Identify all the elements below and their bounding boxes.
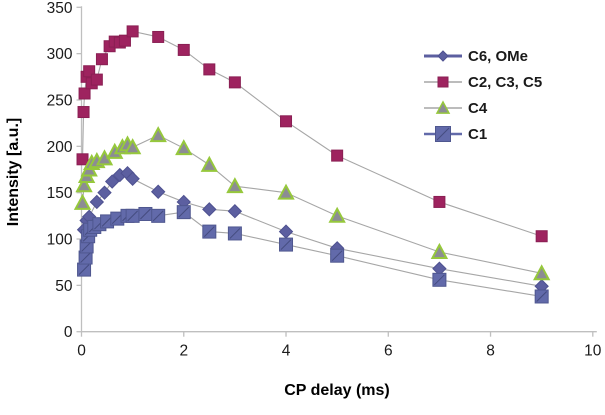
marker-slash bbox=[80, 252, 91, 263]
data-point-marker bbox=[177, 43, 190, 56]
data-point-marker bbox=[228, 76, 241, 89]
data-point-marker bbox=[95, 53, 108, 66]
data-point-marker bbox=[152, 30, 165, 43]
y-tick-label: 50 bbox=[55, 278, 73, 295]
data-point-marker bbox=[76, 153, 89, 166]
x-tick-label: 6 bbox=[384, 343, 393, 360]
x-tick-label: 10 bbox=[584, 343, 602, 360]
legend-item-c4: C4 bbox=[424, 96, 542, 120]
triangle-legend-icon bbox=[424, 100, 462, 114]
diamond-legend-icon bbox=[424, 50, 462, 62]
marker-slash bbox=[436, 127, 450, 141]
data-point-marker bbox=[150, 184, 166, 199]
series-c6-ome bbox=[76, 166, 549, 294]
marker-slash bbox=[127, 210, 138, 222]
data-point-marker bbox=[277, 183, 295, 200]
marker-slash bbox=[229, 228, 241, 239]
data-point-marker bbox=[203, 63, 216, 76]
legend-label: C1 bbox=[468, 125, 488, 143]
x-tick-label: 0 bbox=[77, 343, 86, 360]
square-legend-icon bbox=[424, 76, 462, 88]
x-axis-title: CP delay (ms) bbox=[284, 382, 390, 399]
data-point-marker bbox=[125, 171, 140, 186]
data-point-marker bbox=[433, 195, 446, 208]
series-c4 bbox=[73, 126, 551, 281]
data-point-marker bbox=[435, 100, 451, 114]
y-tick-label: 0 bbox=[64, 324, 73, 341]
data-point-marker bbox=[535, 230, 548, 243]
series-line-c1 bbox=[83, 211, 542, 298]
data-point-marker bbox=[227, 204, 243, 219]
data-point-marker bbox=[202, 202, 217, 217]
data-point-marker bbox=[123, 138, 142, 155]
data-point-marker bbox=[90, 73, 103, 86]
marker-slash bbox=[152, 210, 164, 222]
series-line-c4 bbox=[81, 134, 542, 274]
marker-slash bbox=[140, 208, 151, 220]
marker-slash bbox=[203, 226, 215, 237]
series-c2-c3-c5 bbox=[76, 25, 548, 243]
x-tick-label: 8 bbox=[486, 343, 495, 360]
data-point-marker bbox=[175, 139, 193, 156]
data-point-marker bbox=[97, 185, 112, 200]
data-point-marker bbox=[118, 34, 131, 47]
legend-label: C6, OMe bbox=[468, 47, 529, 65]
y-tick-label: 200 bbox=[47, 139, 73, 156]
data-point-marker bbox=[437, 50, 449, 62]
data-point-marker bbox=[328, 206, 346, 223]
y-tick-label: 350 bbox=[47, 0, 73, 17]
marker-slash bbox=[331, 250, 343, 262]
legend-label: C4 bbox=[468, 99, 488, 117]
marker-slash bbox=[434, 274, 445, 286]
data-point-marker bbox=[430, 242, 449, 259]
data-point-marker bbox=[75, 176, 93, 193]
data-point-marker bbox=[73, 193, 92, 210]
data-point-marker bbox=[149, 126, 167, 143]
data-point-marker bbox=[83, 65, 96, 78]
series-c1 bbox=[77, 205, 549, 304]
marker-slash bbox=[280, 239, 292, 250]
y-axis-title: Intensity [a.u.] bbox=[5, 117, 22, 227]
square-slash-legend-icon bbox=[424, 126, 462, 142]
legend-item-c2-c3-c5: C2, C3, C5 bbox=[424, 70, 542, 94]
legend-label: C2, C3, C5 bbox=[468, 73, 543, 91]
y-tick-label: 100 bbox=[47, 232, 73, 249]
data-point-marker bbox=[280, 115, 293, 128]
marker-slash bbox=[178, 206, 190, 218]
data-point-marker bbox=[437, 76, 449, 88]
data-point-marker bbox=[226, 177, 244, 194]
marker-slash bbox=[78, 264, 90, 275]
y-tick-label: 300 bbox=[47, 46, 73, 63]
legend-item-c6-ome: C6, OMe bbox=[424, 44, 542, 68]
data-point-marker bbox=[532, 264, 551, 281]
x-tick-label: 2 bbox=[179, 343, 188, 360]
y-tick-label: 150 bbox=[47, 185, 73, 202]
data-point-marker bbox=[331, 149, 344, 162]
data-point-marker bbox=[89, 194, 105, 210]
marker-slash bbox=[536, 291, 548, 302]
data-point-marker bbox=[278, 224, 294, 239]
legend-item-c1: C1 bbox=[424, 122, 542, 146]
data-point-marker bbox=[200, 155, 219, 172]
data-point-marker bbox=[77, 106, 90, 119]
data-point-marker bbox=[78, 87, 91, 100]
data-point-marker bbox=[104, 174, 120, 189]
y-tick-label: 250 bbox=[47, 92, 73, 109]
x-tick-label: 4 bbox=[282, 343, 291, 360]
data-point-marker bbox=[126, 25, 139, 38]
legend: C6, OMe C2, C3, C5 C4 C1 bbox=[424, 44, 542, 146]
